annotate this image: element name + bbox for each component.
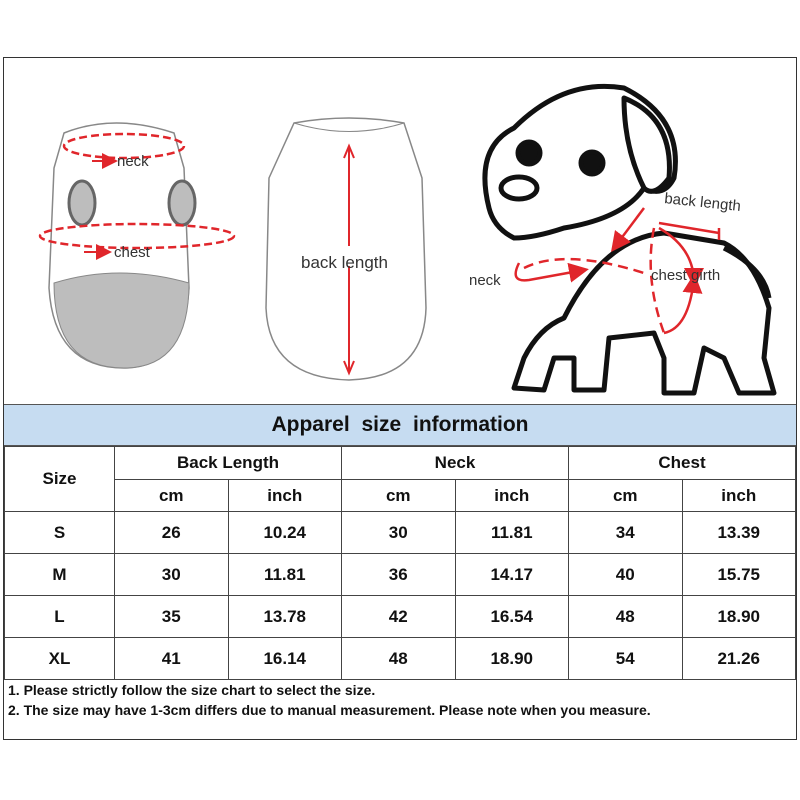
value-cell: 18.90 [681, 595, 796, 638]
dog-drawing [482, 83, 777, 396]
dog-back-length-label: back length [664, 190, 742, 215]
value-cell: 41 [114, 637, 229, 680]
value-cell: 15.75 [681, 553, 796, 596]
unit-header: inch [681, 479, 796, 512]
vest-back-length-label: back length [301, 253, 388, 272]
value-cell: 26 [114, 511, 229, 554]
notes: 1. Please strictly follow the size chart… [8, 680, 651, 720]
note-1: 1. Please strictly follow the size chart… [8, 682, 376, 698]
value-cell: 10.24 [227, 511, 342, 554]
value-cell: 48 [568, 595, 683, 638]
value-cell: 13.39 [681, 511, 796, 554]
value-cell: 16.54 [454, 595, 569, 638]
table-row: L 35 13.78 42 16.54 48 18.90 [4, 595, 796, 638]
vest-back-drawing: back length [265, 117, 427, 381]
size-chart: neck chest back length [3, 57, 797, 740]
size-header: Size [4, 446, 115, 512]
value-cell: 21.26 [681, 637, 796, 680]
vest-chest-label: chest [114, 244, 151, 261]
group-header-back-length: Back Length [114, 446, 342, 480]
unit-header: cm [341, 479, 456, 512]
vest-neck-label: neck [117, 153, 149, 170]
value-cell: 54 [568, 637, 683, 680]
size-cell: M [4, 553, 115, 596]
group-header-neck: Neck [341, 446, 569, 480]
table-row: XL 41 16.14 48 18.90 54 21.26 [4, 637, 796, 680]
value-cell: 34 [568, 511, 683, 554]
value-cell: 36 [341, 553, 456, 596]
value-cell: 48 [341, 637, 456, 680]
value-cell: 14.17 [454, 553, 569, 596]
measurement-illustration: neck chest back length [38, 83, 777, 396]
table-row: S 26 10.24 30 11.81 34 13.39 [4, 511, 796, 554]
size-cell: XL [4, 637, 115, 680]
value-cell: 11.81 [227, 553, 342, 596]
unit-header: cm [568, 479, 683, 512]
note-2: 2. The size may have 1-3cm differs due t… [8, 702, 651, 718]
dog-measure-lines [514, 207, 721, 335]
unit-header: cm [114, 479, 229, 512]
value-cell: 18.90 [454, 637, 569, 680]
group-header-chest: Chest [568, 446, 796, 480]
unit-header: inch [454, 479, 569, 512]
dog-chest-girth-label: chest girth [651, 267, 720, 284]
value-cell: 30 [114, 553, 229, 596]
size-cell: S [4, 511, 115, 554]
size-cell: L [4, 595, 115, 638]
value-cell: 40 [568, 553, 683, 596]
value-cell: 11.81 [454, 511, 569, 554]
value-cell: 13.78 [227, 595, 342, 638]
table-title: Apparel size information [4, 404, 796, 446]
value-cell: 42 [341, 595, 456, 638]
table-row: M 30 11.81 36 14.17 40 15.75 [4, 553, 796, 596]
unit-header: inch [227, 479, 342, 512]
value-cell: 30 [341, 511, 456, 554]
dog-neck-label: neck [469, 272, 501, 289]
value-cell: 35 [114, 595, 229, 638]
size-table: Size Back Length Neck Chest cm inch cm i… [4, 446, 796, 680]
value-cell: 16.14 [227, 637, 342, 680]
vest-front-drawing: neck chest [38, 122, 236, 369]
